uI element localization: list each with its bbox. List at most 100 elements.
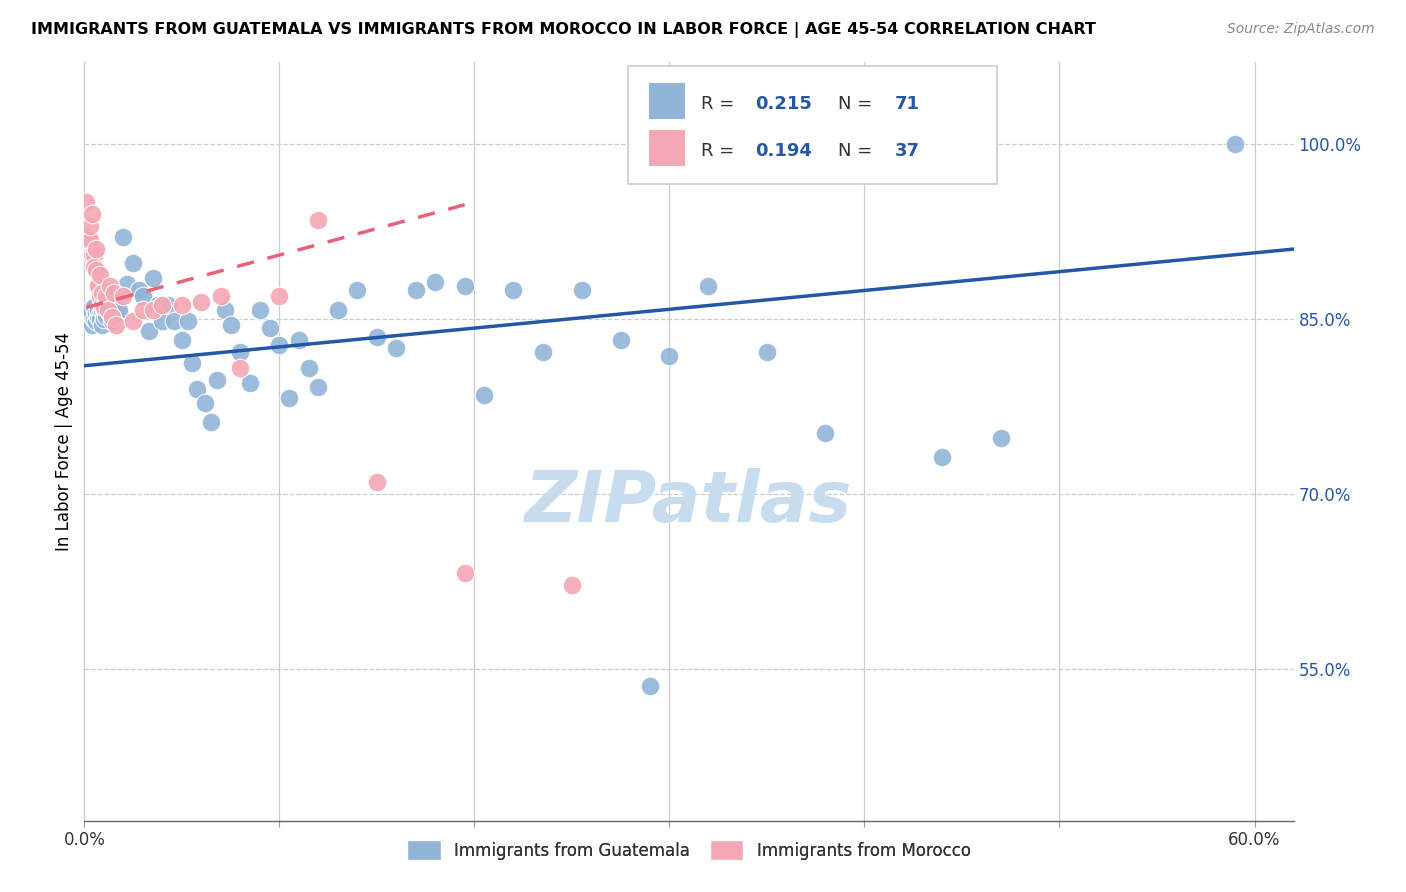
Point xyxy=(990,431,1012,445)
Point xyxy=(82,318,104,332)
Point xyxy=(82,207,104,221)
Text: 0.215: 0.215 xyxy=(755,95,813,113)
Point xyxy=(205,373,228,387)
Point xyxy=(502,283,524,297)
Point xyxy=(385,341,408,355)
Point xyxy=(122,256,145,270)
Point xyxy=(229,344,252,359)
Point xyxy=(104,318,127,332)
Point xyxy=(132,302,155,317)
Point xyxy=(180,356,202,370)
Point xyxy=(84,242,107,256)
Point xyxy=(84,314,107,328)
Point xyxy=(190,294,212,309)
Point xyxy=(142,271,165,285)
Point xyxy=(103,309,125,323)
Point xyxy=(84,263,107,277)
Point xyxy=(97,302,120,317)
Y-axis label: In Labor Force | Age 45-54: In Labor Force | Age 45-54 xyxy=(55,332,73,551)
Point xyxy=(82,248,104,262)
Point xyxy=(79,302,101,317)
FancyBboxPatch shape xyxy=(650,130,685,166)
Point xyxy=(104,304,127,318)
Point xyxy=(814,426,837,441)
Point xyxy=(453,279,475,293)
Text: N =: N = xyxy=(838,95,877,113)
Text: IMMIGRANTS FROM GUATEMALA VS IMMIGRANTS FROM MOROCCO IN LABOR FORCE | AGE 45-54 : IMMIGRANTS FROM GUATEMALA VS IMMIGRANTS … xyxy=(31,22,1095,38)
Point xyxy=(98,279,121,293)
Point xyxy=(90,304,112,318)
Text: Source: ZipAtlas.com: Source: ZipAtlas.com xyxy=(1227,22,1375,37)
Point xyxy=(931,450,953,464)
Point xyxy=(658,350,681,364)
Point xyxy=(94,309,117,323)
Point xyxy=(425,275,447,289)
Point xyxy=(219,318,242,332)
Point xyxy=(108,302,131,317)
Point xyxy=(93,312,115,326)
Point xyxy=(307,380,329,394)
Point xyxy=(472,388,495,402)
Point xyxy=(561,578,583,592)
Point xyxy=(609,333,631,347)
Point xyxy=(366,475,388,490)
Point xyxy=(112,289,135,303)
Point xyxy=(83,301,105,315)
Point xyxy=(77,230,100,244)
Point xyxy=(269,337,291,351)
Point xyxy=(163,314,186,328)
Point xyxy=(100,314,122,328)
Point xyxy=(697,279,720,293)
Text: ZIPatlas: ZIPatlas xyxy=(526,467,852,537)
Point xyxy=(132,289,155,303)
Point xyxy=(214,302,236,317)
Point xyxy=(90,298,112,312)
FancyBboxPatch shape xyxy=(650,83,685,120)
Point xyxy=(112,230,135,244)
Point xyxy=(288,333,311,347)
Point xyxy=(89,307,111,321)
Point xyxy=(170,298,193,312)
Point xyxy=(79,219,101,233)
Point xyxy=(366,329,388,343)
Point xyxy=(87,302,110,317)
Point xyxy=(249,302,271,317)
Text: 71: 71 xyxy=(894,95,920,113)
Point xyxy=(326,302,349,317)
Point xyxy=(177,314,200,328)
Point xyxy=(298,361,321,376)
Point xyxy=(157,298,180,312)
Point xyxy=(259,321,281,335)
Point xyxy=(100,310,122,324)
Point xyxy=(83,260,105,274)
Point xyxy=(87,310,110,324)
Text: N =: N = xyxy=(838,142,877,161)
FancyBboxPatch shape xyxy=(628,66,997,184)
Point xyxy=(269,289,291,303)
Text: R =: R = xyxy=(702,142,740,161)
Point xyxy=(87,279,110,293)
Point xyxy=(77,307,100,321)
Point xyxy=(346,283,368,297)
Point xyxy=(405,283,427,297)
Point xyxy=(307,213,329,227)
Point xyxy=(84,306,107,320)
Point xyxy=(200,415,222,429)
Point xyxy=(89,289,111,303)
Point xyxy=(93,306,115,320)
Point xyxy=(239,376,262,391)
Point xyxy=(83,312,105,326)
Point xyxy=(194,396,217,410)
Point xyxy=(117,277,139,291)
Text: 0.194: 0.194 xyxy=(755,142,813,161)
Point xyxy=(148,298,170,312)
Point xyxy=(128,283,150,297)
Point xyxy=(278,392,301,406)
Point xyxy=(89,268,111,282)
Point xyxy=(90,318,112,332)
Point xyxy=(229,361,252,376)
Point xyxy=(209,289,232,303)
Point xyxy=(142,302,165,317)
Point xyxy=(1223,137,1246,152)
Point xyxy=(150,314,173,328)
